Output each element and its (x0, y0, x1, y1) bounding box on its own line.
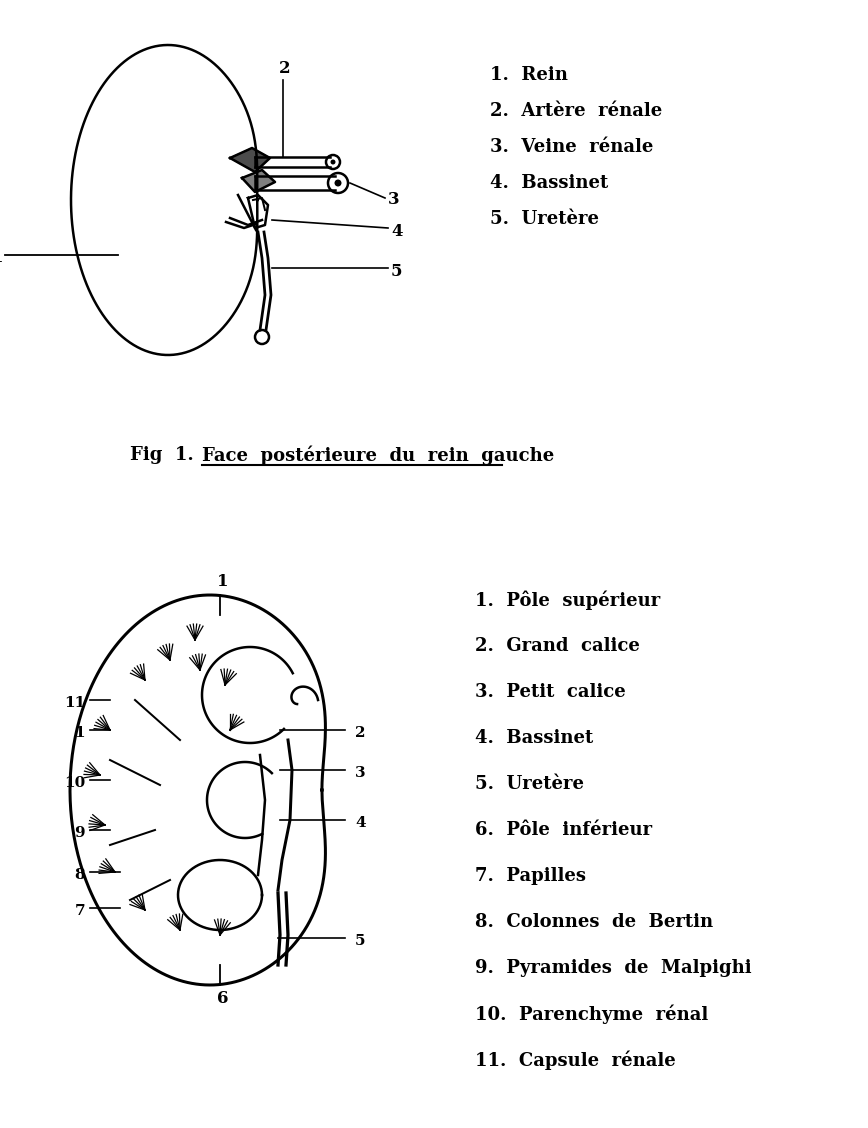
Text: 6.  Pôle  inférieur: 6. Pôle inférieur (475, 821, 652, 839)
Text: 4: 4 (391, 222, 403, 239)
Text: 3.  Veine  rénale: 3. Veine rénale (490, 138, 654, 156)
Text: 2: 2 (355, 726, 365, 740)
Circle shape (331, 159, 336, 165)
Text: 5: 5 (391, 263, 403, 280)
Text: 5: 5 (355, 934, 365, 948)
Text: 11: 11 (63, 696, 85, 710)
Text: 3: 3 (355, 766, 365, 779)
Text: 6: 6 (217, 990, 229, 1007)
Text: 9.  Pyramides  de  Malpighi: 9. Pyramides de Malpighi (475, 959, 752, 977)
Text: 3.  Petit  calice: 3. Petit calice (475, 682, 626, 700)
Text: 2.  Artère  rénale: 2. Artère rénale (490, 102, 662, 120)
Text: 5.  Uretère: 5. Uretère (475, 775, 584, 793)
Text: 1: 1 (75, 726, 85, 740)
Text: 2.  Grand  calice: 2. Grand calice (475, 637, 640, 655)
Text: 4.  Bassinet: 4. Bassinet (490, 174, 608, 192)
Text: 1: 1 (217, 573, 229, 590)
Text: 8.  Colonnes  de  Bertin: 8. Colonnes de Bertin (475, 913, 713, 931)
Text: 7: 7 (75, 904, 85, 918)
Text: Face  postérieure  du  rein  gauche: Face postérieure du rein gauche (202, 446, 555, 465)
Text: 8: 8 (75, 869, 85, 882)
Text: 2: 2 (279, 60, 291, 77)
Text: 9: 9 (75, 826, 85, 840)
Polygon shape (242, 170, 275, 192)
Text: 3: 3 (388, 192, 399, 209)
Text: 7.  Papilles: 7. Papilles (475, 867, 586, 885)
Text: Fig  1.: Fig 1. (130, 446, 194, 464)
Text: 10: 10 (63, 776, 85, 790)
Polygon shape (230, 148, 270, 171)
Text: 1.  Rein: 1. Rein (490, 67, 568, 83)
Text: 10.  Parenchyme  rénal: 10. Parenchyme rénal (475, 1004, 708, 1024)
Text: 5.  Uretère: 5. Uretère (490, 210, 599, 228)
Text: 4: 4 (355, 816, 365, 830)
Circle shape (334, 179, 341, 186)
Text: 1: 1 (0, 249, 3, 266)
Text: 11.  Capsule  rénale: 11. Capsule rénale (475, 1050, 676, 1069)
Text: 4.  Bassinet: 4. Bassinet (475, 729, 593, 747)
Text: 1.  Pôle  supérieur: 1. Pôle supérieur (475, 590, 661, 610)
